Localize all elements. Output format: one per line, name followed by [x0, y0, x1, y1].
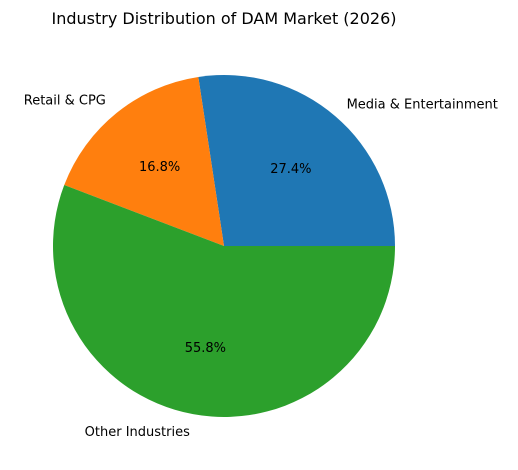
- chart-title: Industry Distribution of DAM Market (202…: [52, 9, 397, 28]
- percent-label-retail-and-cpg: 16.8%: [139, 160, 180, 175]
- percent-labels: 27.4% 16.8% 55.8%: [139, 160, 312, 356]
- slice-label-retail-and-cpg: Retail & CPG: [24, 94, 106, 109]
- percent-label-media-and-entertainment: 27.4%: [270, 162, 311, 177]
- pie-slice-media-and-entertainment: [198, 74, 396, 246]
- slice-label-media-and-entertainment: Media & Entertainment: [347, 97, 498, 112]
- pie-slice-retail-and-cpg: [64, 76, 224, 246]
- slice-label-other-industries: Other Industries: [85, 425, 190, 440]
- slice-labels: Media & Entertainment Retail & CPG Other I…: [24, 94, 498, 440]
- pie-slice-other-industries: [53, 185, 396, 417]
- percent-label-other-industries: 55.8%: [185, 341, 226, 356]
- pie-slices: [53, 74, 396, 417]
